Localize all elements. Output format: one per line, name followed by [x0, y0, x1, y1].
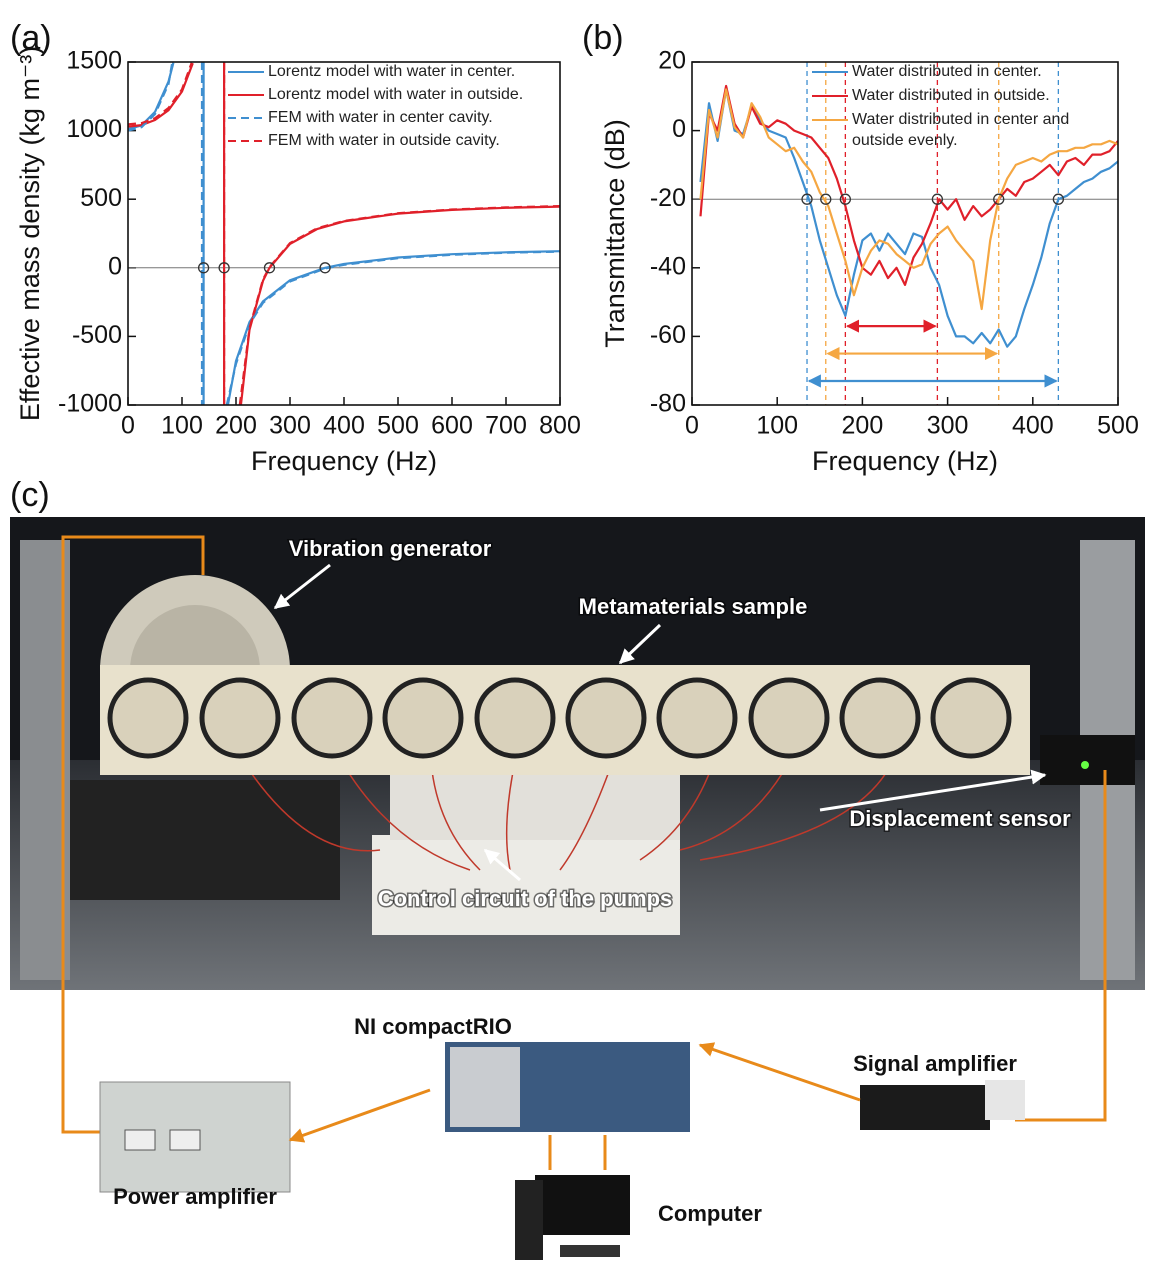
legend-label: Lorentz model with water in outside.: [268, 84, 568, 105]
photo-label: Control circuit of the pumps: [378, 886, 673, 911]
y-tick-label: -500: [72, 321, 122, 349]
chart: (b) 0 100 200 300 400 500 -80 -60 -40 -20 0 20 Freque…: [582, 19, 1139, 476]
photo-label: Vibration generator: [289, 536, 492, 561]
y-tick-label: -20: [650, 184, 686, 212]
x-tick-label: 400: [323, 412, 365, 440]
legend-label: Lorentz model with water in center.: [268, 61, 568, 82]
legend-entry: Water distributed in center and outside …: [852, 109, 1082, 159]
device-label: Signal amplifier: [853, 1051, 1017, 1076]
y-tick-label: 500: [80, 184, 122, 212]
legend-label: FEM with water in center cavity.: [268, 107, 568, 128]
x-tick-label: 100: [756, 412, 798, 440]
y-axis-title: Transmittance (dB): [600, 119, 630, 348]
panel-label: (b): [582, 19, 624, 57]
x-tick-label: 800: [539, 412, 581, 440]
x-tick-label: 0: [685, 412, 699, 440]
device-label: Power amplifier: [113, 1184, 277, 1209]
legend-label: Water distributed in outside.: [852, 85, 1082, 106]
y-tick-label: 0: [672, 115, 686, 143]
x-tick-label: 300: [927, 412, 969, 440]
legend-label: Water distributed in center and outside …: [852, 109, 1082, 151]
x-tick-label: 500: [377, 412, 419, 440]
x-tick-label: 0: [121, 412, 135, 440]
y-tick-label: 1500: [66, 47, 122, 75]
x-tick-label: 200: [842, 412, 884, 440]
x-tick-label: 300: [269, 412, 311, 440]
x-axis-title: Frequency (Hz): [251, 446, 437, 476]
legend-label: FEM with water in outside cavity.: [268, 130, 568, 151]
x-tick-label: 600: [431, 412, 473, 440]
panel-label: (c): [10, 476, 50, 514]
y-axis-title: Effective mass density (kg m⁻³): [15, 46, 45, 421]
y-tick-label: -80: [650, 390, 686, 418]
photo-label: Displacement sensor: [849, 806, 1071, 831]
figure: (c) Vibration generator Metamaterials sa…: [0, 0, 1153, 1265]
x-tick-label: 400: [1012, 412, 1054, 440]
photo-label: Metamaterials sample: [579, 594, 808, 619]
y-tick-label: 20: [658, 47, 686, 75]
x-tick-label: 500: [1097, 412, 1139, 440]
x-tick-label: 700: [485, 412, 527, 440]
device-label: NI compactRIO: [354, 1014, 512, 1039]
x-tick-label: 200: [215, 412, 257, 440]
x-tick-label: 100: [161, 412, 203, 440]
y-tick-label: -60: [650, 321, 686, 349]
device-label: Computer: [658, 1201, 762, 1226]
y-tick-label: -1000: [58, 390, 122, 418]
legend-label: Water distributed in center.: [852, 61, 1082, 82]
y-tick-label: 1000: [66, 115, 122, 143]
y-tick-label: 0: [108, 252, 122, 280]
y-tick-label: -40: [650, 252, 686, 280]
x-axis-title: Frequency (Hz): [812, 446, 998, 476]
page: {"chart_data": [ {"type": "line", "panel…: [0, 0, 1153, 1270]
legend-entry: FEM with water in outside cavity.: [268, 130, 568, 180]
